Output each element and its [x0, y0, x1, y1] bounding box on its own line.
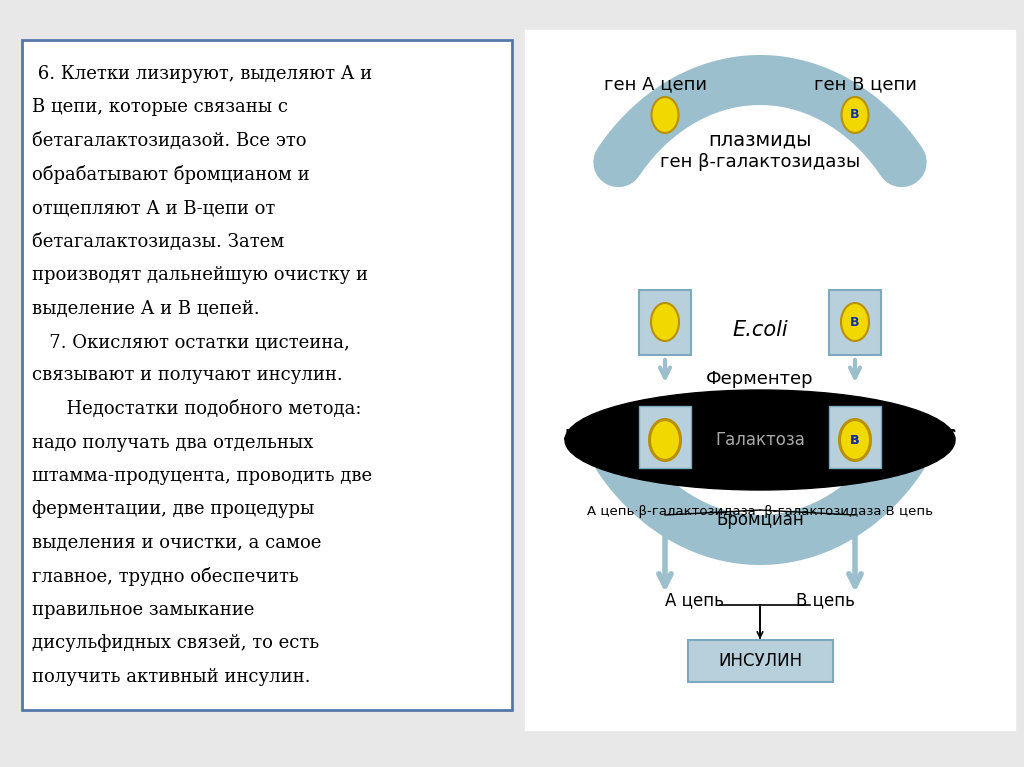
Text: получить активный инсулин.: получить активный инсулин. [32, 668, 310, 686]
Text: бетагалактозидазы. Затем: бетагалактозидазы. Затем [32, 232, 285, 251]
Text: главное, трудно обеспечить: главное, трудно обеспечить [32, 568, 299, 587]
Text: ферментации, две процедуры: ферментации, две процедуры [32, 501, 314, 518]
Text: отщепляют А и В-цепи от: отщепляют А и В-цепи от [32, 199, 275, 217]
FancyBboxPatch shape [22, 40, 512, 710]
Text: В цепи, которые связаны с: В цепи, которые связаны с [32, 98, 288, 117]
Text: 7. Окисляют остатки цистеина,: 7. Окисляют остатки цистеина, [32, 333, 350, 351]
Text: выделение А и В цепей.: выделение А и В цепей. [32, 299, 260, 318]
Ellipse shape [841, 303, 869, 341]
Text: Ферментер: Ферментер [707, 370, 814, 388]
Ellipse shape [842, 97, 868, 133]
FancyBboxPatch shape [639, 406, 691, 468]
Text: ген А цепи: ген А цепи [603, 75, 707, 93]
Text: дисульфидных связей, то есть: дисульфидных связей, то есть [32, 634, 319, 653]
Text: А цепь·β-галактозидаза  β-галактозидаза·В цепь: А цепь·β-галактозидаза β-галактозидаза·В… [587, 505, 933, 518]
Text: обрабатывают бромцианом и: обрабатывают бромцианом и [32, 166, 309, 185]
Text: А цепь: А цепь [665, 591, 724, 609]
Text: бетагалактозидазой. Все это: бетагалактозидазой. Все это [32, 132, 306, 150]
FancyBboxPatch shape [829, 290, 881, 355]
Bar [525, 30, 1015, 730]
Text: B: B [850, 433, 860, 446]
Text: B: B [850, 433, 860, 446]
Text: B: B [850, 108, 860, 121]
Text: производят дальнейшую очистку и: производят дальнейшую очистку и [32, 266, 368, 284]
Ellipse shape [651, 97, 679, 133]
Text: Недостатки подобного метода:: Недостатки подобного метода: [32, 400, 361, 418]
Text: плазмиды: плазмиды [709, 130, 812, 150]
Text: надо получать два отдельных: надо получать два отдельных [32, 433, 313, 452]
Ellipse shape [839, 419, 871, 461]
Text: ген В цепи: ген В цепи [813, 75, 916, 93]
Ellipse shape [649, 419, 681, 461]
Text: лизис: лизис [893, 426, 957, 445]
Text: выделения и очистки, а самое: выделения и очистки, а самое [32, 534, 322, 552]
Ellipse shape [650, 420, 680, 460]
FancyBboxPatch shape [688, 640, 833, 682]
Text: Бромциан: Бромциан [716, 511, 804, 529]
Text: лизис: лизис [562, 426, 628, 445]
Text: В цепь: В цепь [796, 591, 855, 609]
FancyBboxPatch shape [639, 290, 691, 355]
Text: штамма-продуцента, проводить две: штамма-продуцента, проводить две [32, 467, 372, 485]
Text: 6. Клетки лизируют, выделяют А и: 6. Клетки лизируют, выделяют А и [32, 65, 372, 83]
FancyBboxPatch shape [829, 406, 881, 468]
Text: B: B [850, 315, 860, 328]
Text: правильное замыкание: правильное замыкание [32, 601, 254, 619]
Ellipse shape [565, 390, 955, 490]
Text: связывают и получают инсулин.: связывают и получают инсулин. [32, 367, 343, 384]
Text: ИНСУЛИН: ИНСУЛИН [718, 652, 802, 670]
Text: E.coli: E.coli [732, 320, 787, 340]
Text: Галактоза: Галактоза [715, 431, 805, 449]
Ellipse shape [840, 420, 870, 460]
Text: ген β-галактозидазы: ген β-галактозидазы [659, 153, 860, 171]
Ellipse shape [651, 303, 679, 341]
